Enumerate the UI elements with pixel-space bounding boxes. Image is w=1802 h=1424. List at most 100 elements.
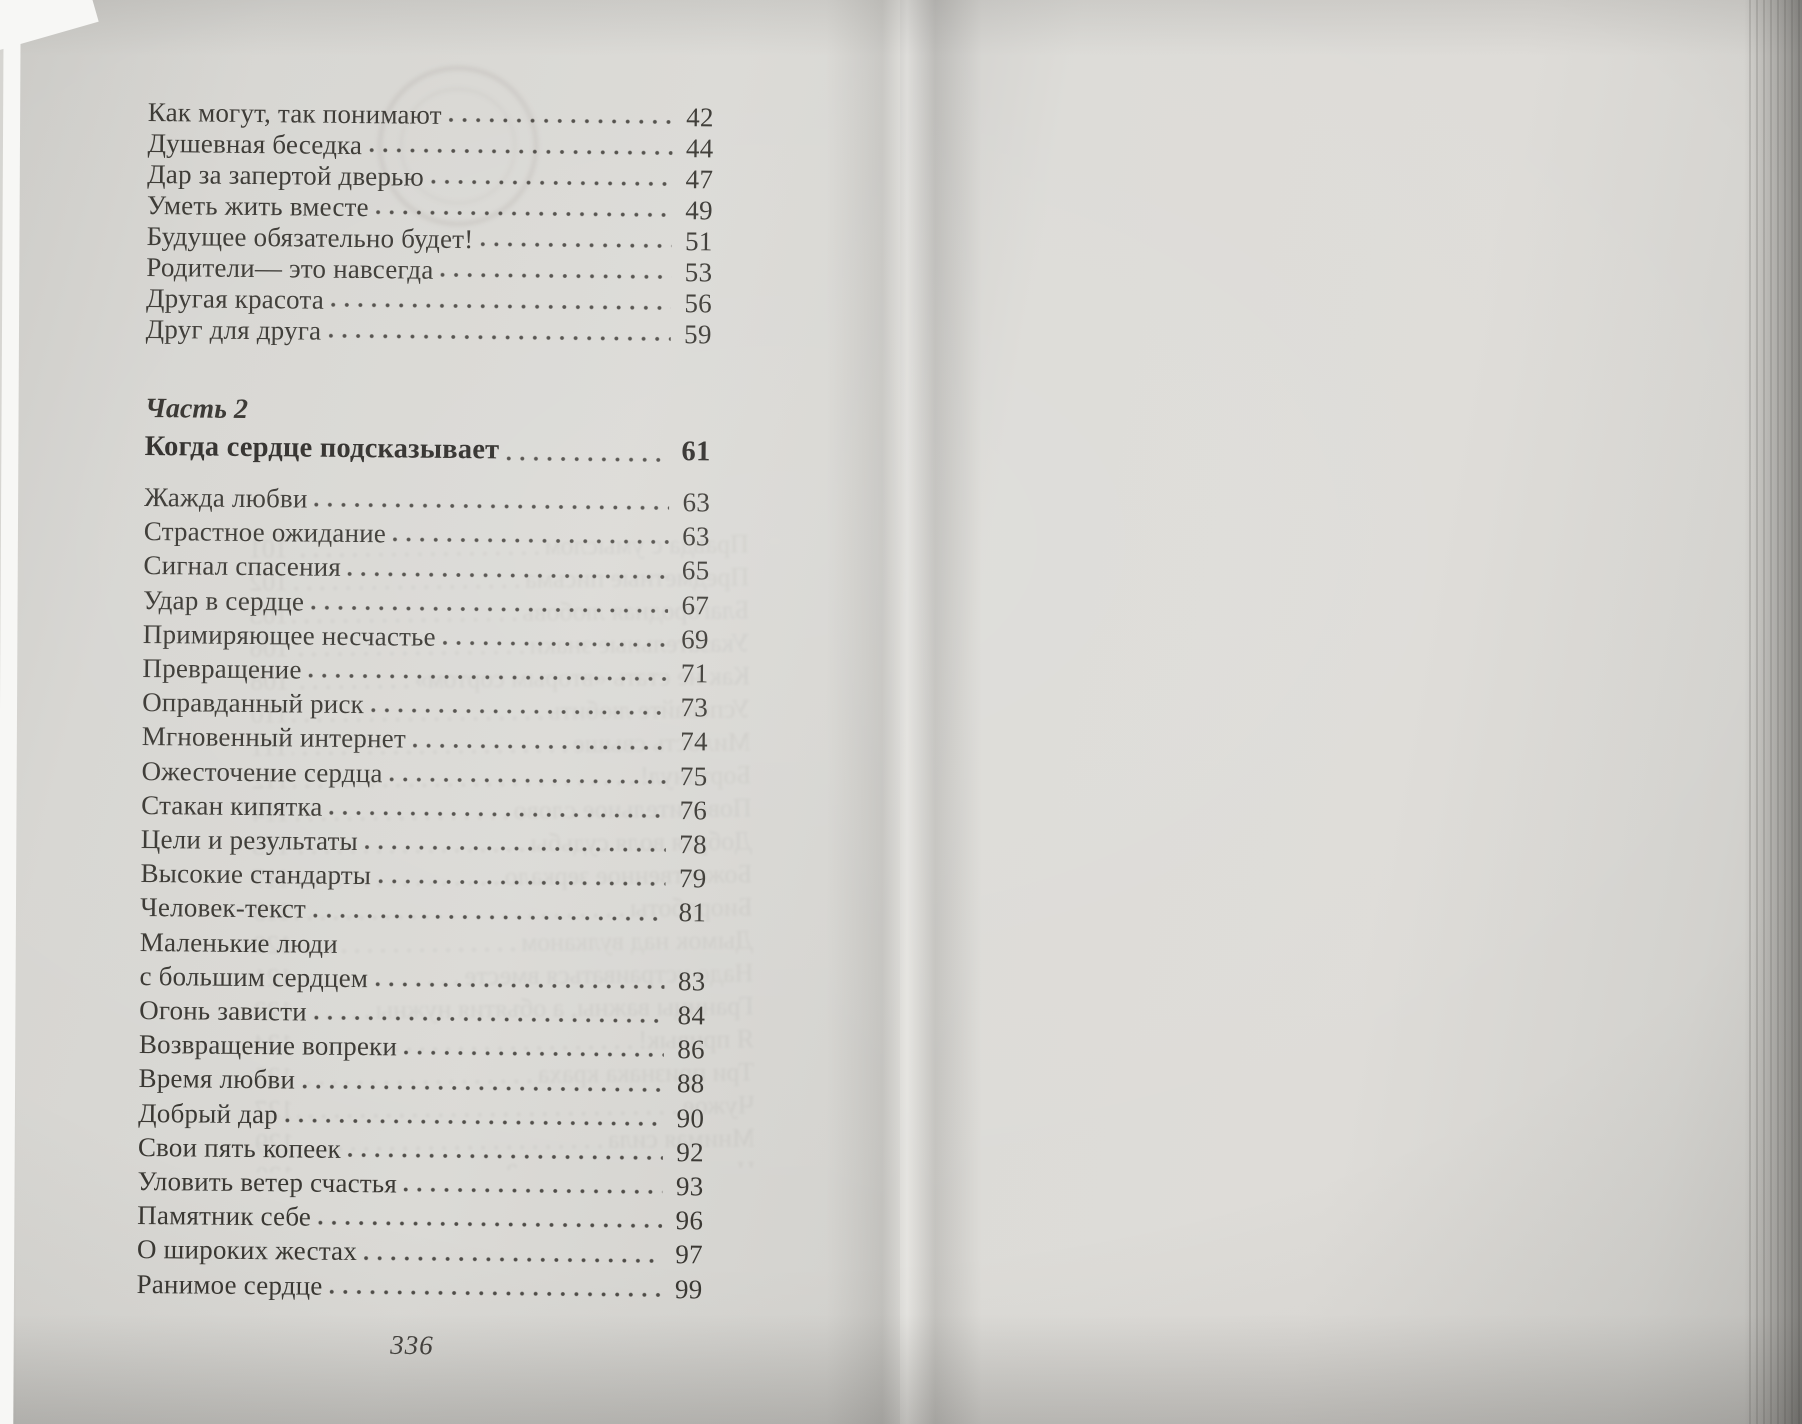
toc-entry-page-number: 51: [684, 226, 713, 257]
dot-leader: [363, 1254, 662, 1264]
toc-entry: Примиряющее несчастье 69: [143, 617, 709, 657]
toc-entry-title: Высокие стандарты: [140, 858, 372, 891]
toc-entry: Удар в сердце 67: [143, 583, 709, 623]
toc-entry-title: Оправданный риск: [142, 687, 365, 720]
toc-entry-page-number: 96: [675, 1205, 704, 1236]
toc-entry-title: Уловить ветер счастья: [137, 1166, 398, 1199]
toc-entry-title: Добрый дар: [138, 1097, 279, 1129]
dot-leader: [378, 878, 666, 888]
toc-list-part2: Жажда любви 63 Страстное ожидание 63 Сиг…: [136, 480, 710, 1306]
toc-entry-title: с большим сердцем: [139, 960, 369, 993]
toc-entry: Свои пять копеек 92: [138, 1130, 704, 1170]
left-page-folio: 336: [390, 1329, 434, 1361]
toc-entry-page-number: 69: [681, 623, 709, 655]
dot-leader: [328, 332, 671, 343]
dot-leader: [313, 1014, 664, 1025]
toc-entry: Превращение 71: [142, 651, 708, 691]
toc-entry-title: Ранимое сердце: [136, 1268, 323, 1301]
toc-entry-wrap-line: Маленькие люди: [139, 926, 339, 959]
toc-entry-title: Стакан кипятка: [141, 789, 323, 822]
toc-entry: Маленькие люди с большим сердцем 83: [139, 925, 706, 999]
dot-leader: [430, 178, 672, 188]
dot-leader: [311, 604, 668, 614]
toc-entry: Возвращение вопреки 86: [139, 1027, 705, 1067]
toc-entry-title: Другая красота: [145, 282, 325, 315]
toc-entry-page-number: 79: [678, 863, 707, 894]
dot-leader: [448, 116, 673, 126]
dot-leader: [506, 455, 668, 463]
toc-entry-title: Будущее обязательно будет!: [146, 220, 474, 255]
toc-entry-title: Душевная беседка: [147, 127, 363, 161]
dot-leader: [314, 501, 669, 512]
dot-leader: [347, 570, 669, 580]
toc-entry-page-number: 75: [679, 760, 708, 792]
toc-entry-page-number: 93: [675, 1171, 704, 1202]
toc-entry-page-number: 59: [683, 319, 712, 350]
part-2-header: Часть 2 Когда сердце подсказывает 61: [144, 391, 711, 472]
dot-leader: [403, 1049, 664, 1059]
toc-entry: Памятник себе 96: [137, 1198, 703, 1238]
toc-entry-title: Превращение: [142, 652, 302, 685]
dot-leader: [389, 776, 667, 785]
part-2-title-row: Когда сердце подсказывает 61: [144, 427, 710, 472]
toc-entry-title: Примиряющее несчастье: [142, 618, 436, 652]
toc-entry: Стакан кипятка 76: [141, 788, 707, 828]
toc-entry-page-number: 47: [685, 164, 714, 195]
toc-entry-page-number: 71: [680, 658, 709, 689]
toc-entry: Страстное ожидание 63: [144, 514, 710, 554]
toc-entry-title: Сигнал спасения: [143, 550, 342, 583]
toc-entry-title: Уметь жить вместе: [146, 189, 369, 223]
toc-entry-title: Свои пять копеек: [137, 1131, 342, 1164]
toc-entry-title: Человек-текст: [140, 892, 307, 924]
toc-entry: Человек-текст 81: [140, 890, 706, 930]
dot-leader: [347, 1152, 663, 1162]
part-2-page-number: 61: [681, 436, 711, 468]
dot-leader: [317, 1220, 662, 1230]
toc-entry: Высокие стандарты 79: [140, 856, 706, 896]
dot-leader: [440, 271, 671, 281]
toc-entry-page-number: 99: [674, 1273, 703, 1305]
dot-leader: [364, 844, 666, 854]
toc-entry-title: Страстное ожидание: [143, 516, 387, 549]
dot-leader: [369, 147, 673, 157]
toc-entry-page-number: 49: [685, 195, 714, 226]
toc-entry: Уловить ветер счастья 93: [137, 1164, 703, 1204]
dot-leader: [480, 241, 672, 250]
toc-entry-page-number: 73: [680, 692, 709, 723]
toc-entry-title: Дар за запертой дверью: [147, 158, 425, 192]
toc-entry-title: Ожесточение сердца: [141, 755, 383, 788]
toc-entry-page-number: 65: [681, 555, 710, 586]
part-2-title: Когда сердце подсказывает: [144, 430, 500, 466]
dot-leader: [442, 639, 668, 649]
toc-entry: Время любви 88: [138, 1061, 704, 1101]
toc-entry-title: Удар в сердце: [143, 584, 305, 617]
toc-entry-title: Цели и результаты: [140, 823, 359, 857]
toc-entry-page-number: 56: [684, 288, 713, 319]
toc-entry-title: Памятник себе: [137, 1200, 312, 1232]
dot-leader: [330, 301, 671, 312]
toc-entry: О широких жестах 97: [137, 1232, 703, 1272]
toc-entry-title: Огонь зависти: [139, 995, 307, 1027]
toc-entry-page-number: 83: [677, 965, 706, 997]
toc-entry-page-number: 74: [680, 726, 708, 757]
toc-entry-page-number: 84: [677, 1000, 706, 1031]
toc-entry-page-number: 78: [679, 829, 707, 860]
toc-entry: Ранимое сердце 99: [136, 1267, 702, 1307]
toc-entry: Оправданный риск 73: [142, 685, 708, 725]
part-2-kicker: Часть 2: [144, 392, 249, 425]
dot-leader: [329, 809, 666, 820]
toc-entry-title: Возвращение вопреки: [138, 1029, 398, 1062]
toc-entry-page-number: 76: [679, 794, 708, 826]
dot-leader: [308, 672, 668, 683]
toc-entry-title: О широких жестах: [136, 1234, 358, 1267]
toc-entry-title: Родители— это навсегда: [146, 251, 434, 285]
dot-leader: [375, 209, 672, 219]
toc-entry-title: Время любви: [138, 1063, 296, 1095]
dot-leader: [375, 981, 665, 991]
toc-entry: Сигнал спасения 65: [143, 548, 709, 588]
dot-leader: [312, 912, 665, 922]
toc-entry-title: Друг для друга: [145, 313, 322, 346]
